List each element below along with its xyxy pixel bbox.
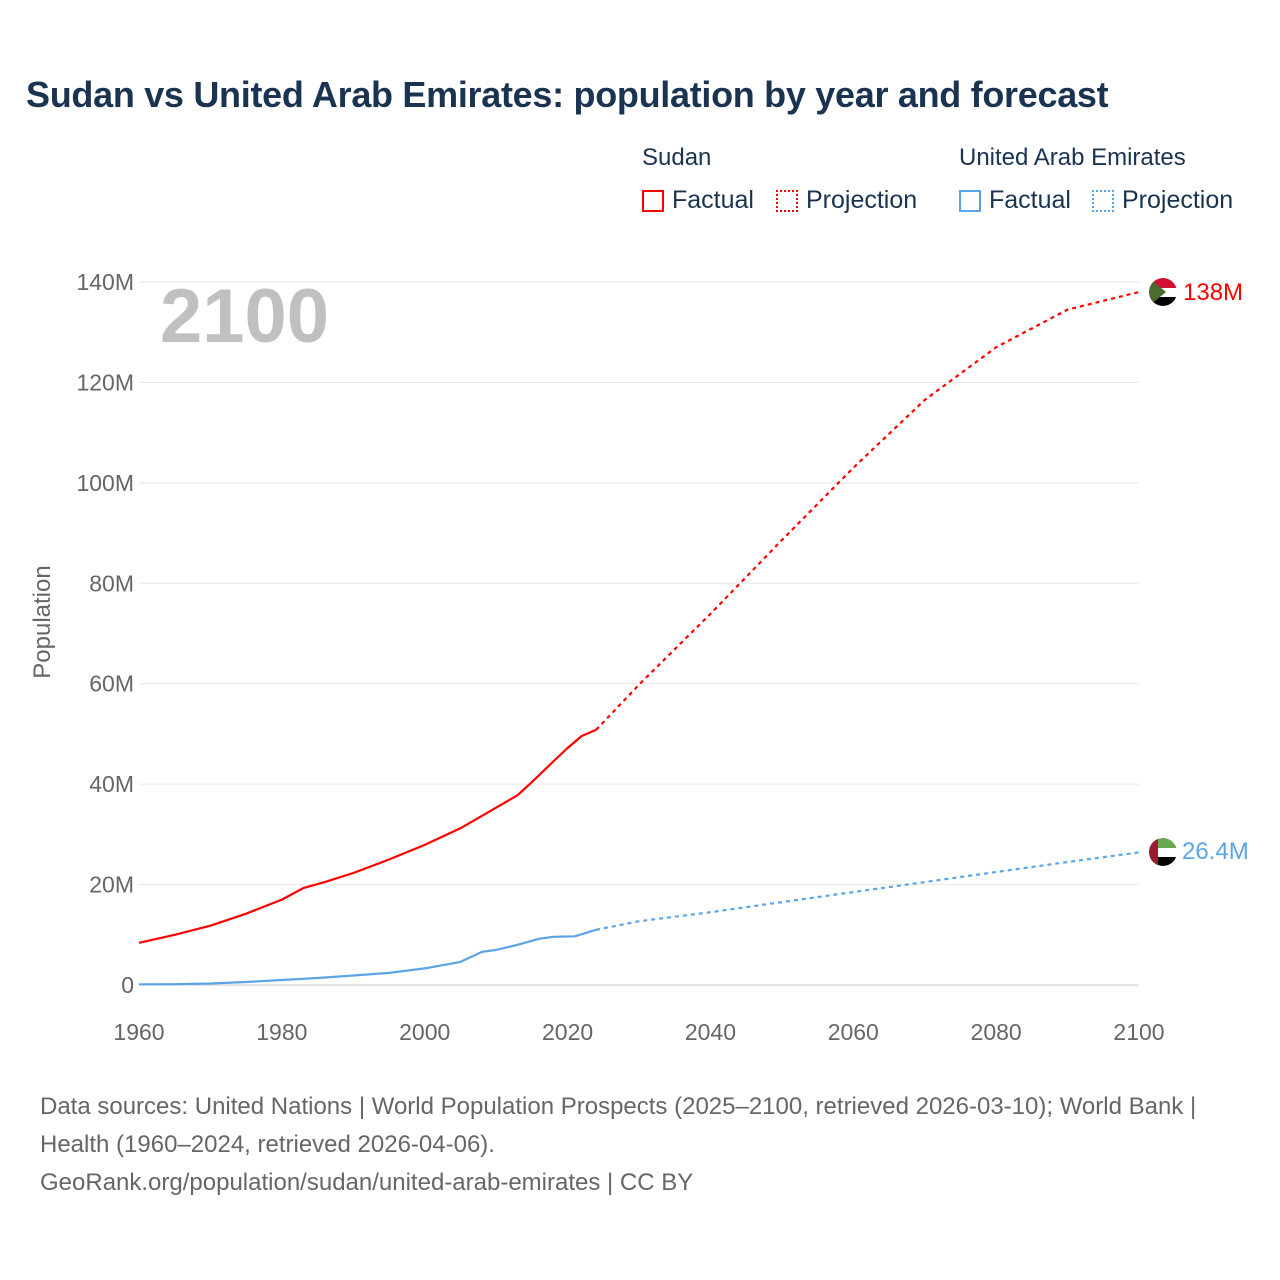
y-tick-label: 120M bbox=[76, 369, 134, 395]
legend-group-sudan: Sudan bbox=[642, 144, 712, 171]
chart-title: Sudan vs United Arab Emirates: populatio… bbox=[26, 74, 1109, 115]
legend-swatch bbox=[642, 189, 664, 212]
series-line-1-projection bbox=[595, 851, 1140, 931]
legend-swatch bbox=[1092, 189, 1114, 212]
x-tick-label: 2020 bbox=[542, 1019, 593, 1045]
legend-label: Factual bbox=[989, 186, 1071, 214]
source-text: Data sources: United Nations | World Pop… bbox=[40, 1093, 1197, 1158]
y-tick-label: 40M bbox=[89, 771, 134, 797]
y-axis-label: Population bbox=[29, 565, 56, 678]
source-note: Data sources: United Nations | World Pop… bbox=[40, 1088, 1240, 1202]
uae-flag-icon bbox=[1149, 838, 1177, 866]
legend-swatch bbox=[959, 189, 981, 212]
sudan-end-label: 138M bbox=[1183, 279, 1243, 306]
legend-swatch bbox=[776, 189, 798, 212]
y-tick-label: 0 bbox=[121, 972, 134, 998]
series-line-0-factual bbox=[138, 728, 597, 944]
legend-uae-projection[interactable]: Projection bbox=[1092, 186, 1233, 215]
sudan-flag-icon bbox=[1149, 278, 1177, 306]
series-line-1-factual bbox=[138, 928, 597, 986]
y-tick-label: 60M bbox=[89, 671, 134, 697]
y-tick-label: 20M bbox=[89, 872, 134, 898]
legend-label: Projection bbox=[806, 186, 918, 214]
y-tick-label: 140M bbox=[76, 269, 134, 295]
legend-label: Factual bbox=[672, 186, 754, 214]
x-tick-label: 1980 bbox=[256, 1019, 307, 1045]
legend-label: Projection bbox=[1122, 186, 1234, 214]
series-line-0-projection bbox=[595, 290, 1140, 731]
x-tick-label: 2060 bbox=[828, 1019, 879, 1045]
year-overlay: 2100 bbox=[160, 274, 329, 359]
x-tick-label: 2000 bbox=[399, 1019, 450, 1045]
x-tick-label: 2080 bbox=[971, 1019, 1022, 1045]
uae-end-label: 26.4M bbox=[1182, 838, 1249, 865]
source-link[interactable]: GeoRank.org/population/sudan/united-arab… bbox=[40, 1169, 694, 1196]
legend-uae-factual[interactable]: Factual bbox=[959, 186, 1071, 215]
y-tick-label: 80M bbox=[89, 570, 134, 596]
x-tick-label: 1960 bbox=[113, 1019, 164, 1045]
legend-group-uae: United Arab Emirates bbox=[959, 144, 1186, 171]
legend-sudan-projection[interactable]: Projection bbox=[776, 186, 917, 215]
x-tick-label: 2040 bbox=[685, 1019, 736, 1045]
x-tick-label: 2100 bbox=[1113, 1019, 1164, 1045]
y-tick-label: 100M bbox=[76, 470, 134, 496]
legend-sudan-factual[interactable]: Factual bbox=[642, 186, 754, 215]
